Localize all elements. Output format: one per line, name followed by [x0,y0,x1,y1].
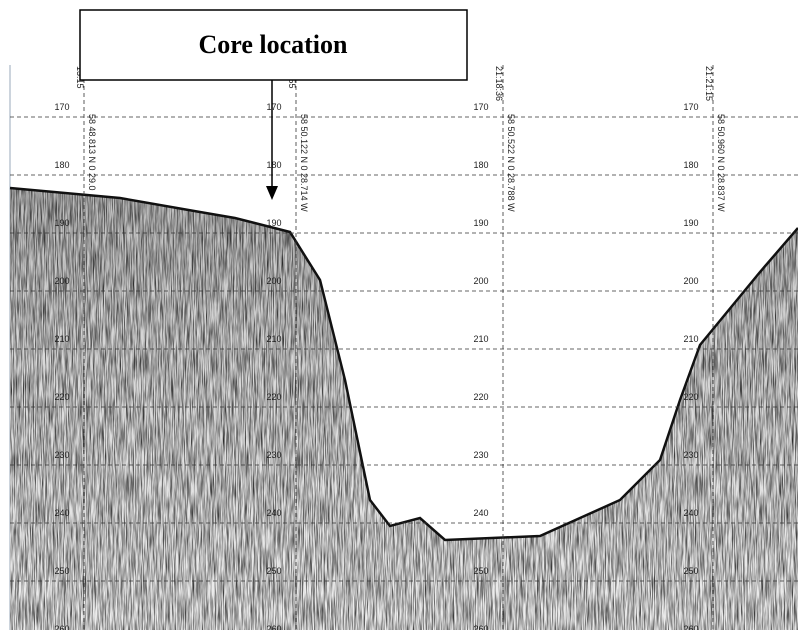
fix-position: 58 48.813 N 0 29.0 [87,114,97,191]
depth-label: 200 [54,276,69,286]
fix-position: 58 50.522 N 0 28.788 W [506,114,516,212]
depth-label: 180 [473,160,488,170]
depth-label: 200 [473,276,488,286]
fix-position: 58 50.122 N 0 28.714 W [299,114,309,212]
depth-label: 250 [54,566,69,576]
depth-label: 240 [266,508,281,518]
depth-label: 200 [683,276,698,286]
depth-label: 210 [54,334,69,344]
fix-time: 21:21:15 [704,66,714,101]
depth-label: 230 [266,450,281,460]
fix-time: 21:18:36 [494,66,504,101]
depth-label: 210 [266,334,281,344]
depth-label: 260 [266,624,281,630]
depth-label: 170 [54,102,69,112]
depth-label: 180 [683,160,698,170]
arrow-head [266,186,278,200]
depth-label: 210 [473,334,488,344]
depth-label: 260 [683,624,698,630]
depth-label: 210 [683,334,698,344]
depth-label: 170 [683,102,698,112]
fix-position: 58 50.960 N 0 28.837 W [716,114,726,212]
depth-label: 190 [683,218,698,228]
depth-label: 240 [54,508,69,518]
depth-label: 200 [266,276,281,286]
depth-label: 190 [473,218,488,228]
depth-label: 180 [54,160,69,170]
depth-label: 220 [473,392,488,402]
depth-label: 230 [473,450,488,460]
depth-label: 250 [683,566,698,576]
depth-label: 240 [683,508,698,518]
seismic-profile: 13:1558 48.813 N 0 29.017018019020021022… [0,0,798,630]
depth-label: 250 [473,566,488,576]
depth-label: 260 [473,624,488,630]
depth-label: 220 [54,392,69,402]
depth-label: 170 [473,102,488,112]
sediment [10,180,798,630]
depth-label: 230 [683,450,698,460]
depth-label: 260 [54,624,69,630]
depth-label: 190 [54,218,69,228]
depth-label: 170 [266,102,281,112]
depth-label: 180 [266,160,281,170]
depth-label: 230 [54,450,69,460]
depth-label: 220 [266,392,281,402]
depth-label: 220 [683,392,698,402]
depth-label: 240 [473,508,488,518]
annotation-label: Core location [199,30,349,59]
depth-label: 190 [266,218,281,228]
depth-label: 250 [266,566,281,576]
